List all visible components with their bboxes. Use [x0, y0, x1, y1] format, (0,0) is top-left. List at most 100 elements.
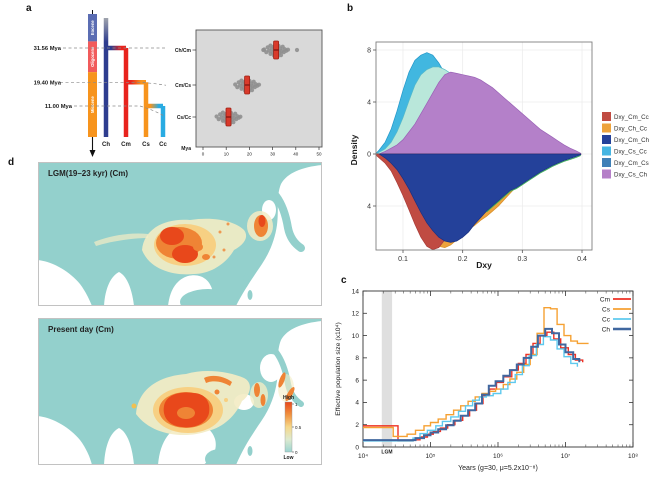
timeline-arrow-head — [89, 150, 96, 157]
suitability-speckle — [212, 255, 216, 259]
legend-label-Dxy_Cm_Cc: Dxy_Cm_Cc — [614, 114, 649, 121]
epoch-band-oligocene — [88, 41, 97, 73]
inset-x-tick-label: 20 — [247, 152, 253, 157]
density-legend: Dxy_Cm_Cc Dxy_Ch_Cc Dxy_Cm_Ch Dxy_Cs_Cc Dxy_… — [602, 112, 650, 179]
psmc-x-tick-label: 10⁵ — [426, 453, 436, 460]
sea-pacific — [236, 165, 322, 306]
legend-label-Dxy_Cs_Ch: Dxy_Cs_Ch — [614, 172, 648, 179]
posterior-sample-dot — [231, 120, 236, 125]
density-y-axis-title: Density — [349, 134, 359, 165]
taiwan-island — [232, 258, 238, 268]
colorbar-tick-label: 0 — [295, 450, 298, 455]
japan-arc — [272, 192, 305, 252]
panel-label-d: d — [8, 157, 15, 168]
legend-label-Dxy_Cm_Ch: Dxy_Cm_Ch — [614, 137, 650, 144]
suitability-speckle — [218, 230, 222, 234]
density-y-tick-label: 0 — [367, 151, 371, 158]
suitability-spot — [224, 398, 228, 402]
tip-label-Cs: Cs — [142, 142, 150, 148]
map-border — [38, 162, 322, 306]
inset-row-label-0: Ch/Cm — [175, 48, 192, 54]
legend-label-Dxy_Ch_Cc: Dxy_Ch_Cc — [614, 126, 647, 133]
density-x-tick-label: 0.1 — [398, 256, 408, 263]
panel-label-b: b — [347, 3, 354, 14]
legend-swatch-Dxy_Cm_Ch — [602, 135, 611, 144]
sea-southwest — [38, 416, 92, 465]
colorbar-low-label: Low — [284, 455, 294, 461]
suitability-speckle — [226, 222, 230, 226]
psmc-legend-label-Cc: Cc — [602, 316, 611, 323]
tip-label-Cm: Cm — [121, 142, 131, 148]
density-area-Dxy_Cm_Ch — [377, 153, 582, 243]
psmc-line-Ch — [363, 327, 581, 442]
lgm-band — [381, 291, 393, 447]
epoch-label-miocene: Miocene — [90, 96, 95, 113]
density-x-axis-title: Dxy — [476, 260, 492, 270]
inset-x-tick-label: 40 — [293, 152, 299, 157]
legend-label-Dxy_Cm_Cs: Dxy_Cm_Cs — [614, 160, 649, 167]
psmc-legend-label-Ch: Ch — [602, 326, 611, 333]
legend-swatch-Dxy_Cs_Ch — [602, 169, 611, 179]
panel-b-dxy-density-plot: 0.1 0.2 0.3 0.48404DensityDxyDxy_Cm_CcDxy_C… — [349, 41, 650, 270]
panel-a-divergence-inset: 0 10 20 30 40 50 Mya Ch/Cm Cm/Cs Cs/Cc — [175, 29, 323, 157]
borneo-island — [205, 449, 235, 465]
tip-label-Cc: Cc — [159, 142, 167, 148]
epoch-label-oligocene: Oligocene — [90, 46, 95, 67]
posterior-sample-dot — [285, 47, 291, 52]
psmc-y-tick-label: 14 — [352, 288, 360, 295]
legend-swatch-Dxy_Cm_Cs — [602, 158, 611, 167]
inset-x-tick-label: 0 — [202, 152, 205, 157]
psmc-x-tick-label: 10⁶ — [493, 453, 503, 460]
psmc-y-tick-label: 4 — [355, 400, 359, 407]
psmc-line-Cs — [363, 307, 589, 438]
inset-row-label-2: Cs/Cc — [177, 115, 191, 121]
density-x-tick-label: 0.4 — [577, 256, 587, 263]
posterior-sample-dot — [249, 88, 255, 93]
posterior-sample-dot — [278, 53, 284, 58]
epoch-label-eocene: Eocene — [90, 20, 95, 36]
inset-plot-background — [195, 29, 323, 148]
psmc-y-tick-label: 8 — [355, 355, 359, 362]
legend-label-Dxy_Cs_Cc: Dxy_Cs_Cc — [614, 149, 647, 156]
psmc-y-tick-label: 10 — [352, 333, 360, 340]
posterior-sample-dot — [220, 110, 225, 115]
posterior-sample-dot — [238, 114, 243, 119]
psmc-plot-border — [362, 290, 634, 448]
density-areas — [376, 52, 582, 250]
sea-bay-of-bengal — [104, 272, 134, 306]
panel-d-distribution-maps: LGM(19–23 kyr) (Cm) Present day (Cm) High1… — [38, 162, 322, 465]
sea-southwest — [38, 260, 92, 306]
legend-swatch-Dxy_Ch_Cc — [602, 123, 611, 133]
lgm-band-label: LGM — [381, 450, 392, 456]
philippines-island — [247, 446, 253, 456]
psmc-line-Cc — [363, 336, 579, 442]
psmc-y-tick-label: 2 — [355, 422, 359, 429]
dash-CsCc — [74, 105, 165, 117]
psmc-y-tick-label: 6 — [355, 377, 359, 384]
panel-a-phylogeny: Eocene Oligocene Miocene Ch Cm Cs Cc 31.56 Mya 1… — [34, 10, 167, 157]
density-edge-highlight — [486, 155, 581, 213]
psmc-x-tick-label: 10⁴ — [358, 453, 368, 460]
map-title-lgm: LGM(19–23 kyr) (Cm) — [48, 169, 128, 178]
suitability-ne-red — [258, 215, 266, 227]
density-x-tick-label: 0.3 — [517, 256, 527, 263]
posterior-sample-dot — [256, 82, 262, 87]
dash-CmCs — [60, 81, 167, 86]
suitability-west-trail — [94, 233, 148, 246]
suitability-north-ridge — [204, 375, 232, 386]
tip-label-Ch: Ch — [102, 142, 110, 148]
map-border — [38, 318, 322, 465]
epoch-band-miocene — [88, 72, 97, 137]
sea-bay-of-bengal — [104, 428, 134, 465]
suitability-korea-orange — [254, 383, 260, 397]
psmc-legend-label-Cm: Cm — [600, 296, 610, 303]
suitability-speckle — [222, 248, 226, 252]
psmc-line-Cm — [363, 331, 584, 442]
psmc-x-tick-label: 10⁷ — [561, 453, 571, 460]
suitability-red-core-ring — [177, 407, 195, 419]
colorbar-high-label: High — [283, 395, 294, 401]
psmc-x-tick-label: 10⁸ — [628, 453, 638, 460]
